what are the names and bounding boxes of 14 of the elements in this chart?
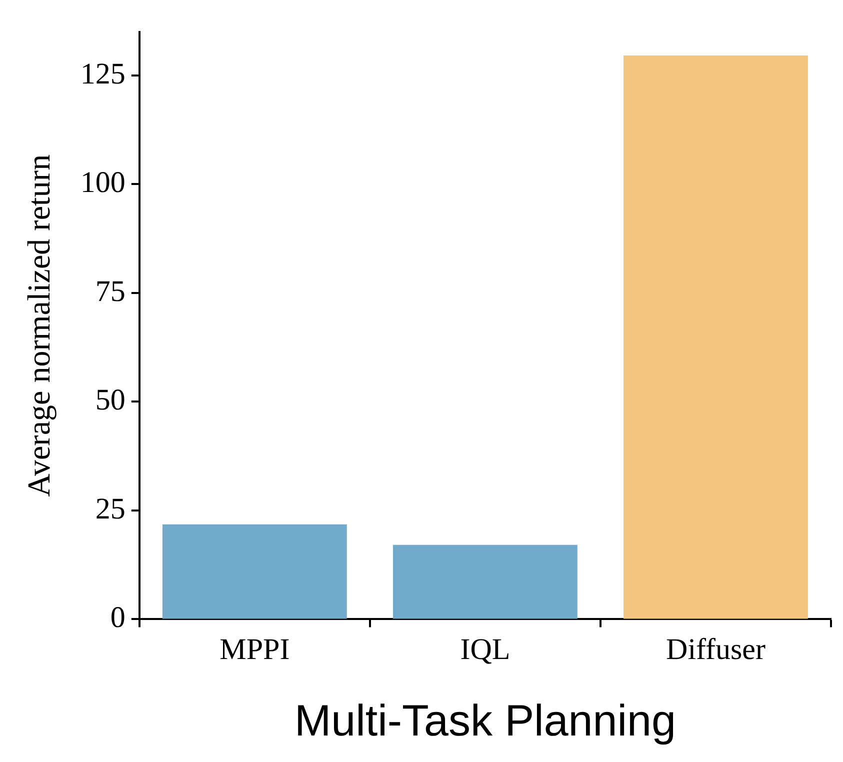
- y-tick-label: 75: [95, 274, 126, 308]
- bar: [624, 55, 808, 619]
- y-tick-label: 25: [95, 492, 126, 526]
- x-tick-label: Diffuser: [666, 633, 766, 666]
- y-tick-label: 0: [110, 601, 126, 634]
- y-tick-label: 125: [80, 57, 126, 90]
- y-tick-label: 100: [80, 166, 126, 200]
- x-tick-label: MPPI: [220, 633, 290, 666]
- y-tick-label: 50: [95, 384, 126, 417]
- y-axis-title: Average normalized return: [20, 154, 57, 497]
- x-tick-label: IQL: [460, 633, 510, 666]
- bar: [162, 524, 347, 619]
- x-axis-title: Multi-Task Planning: [294, 696, 676, 746]
- bar: [392, 544, 578, 619]
